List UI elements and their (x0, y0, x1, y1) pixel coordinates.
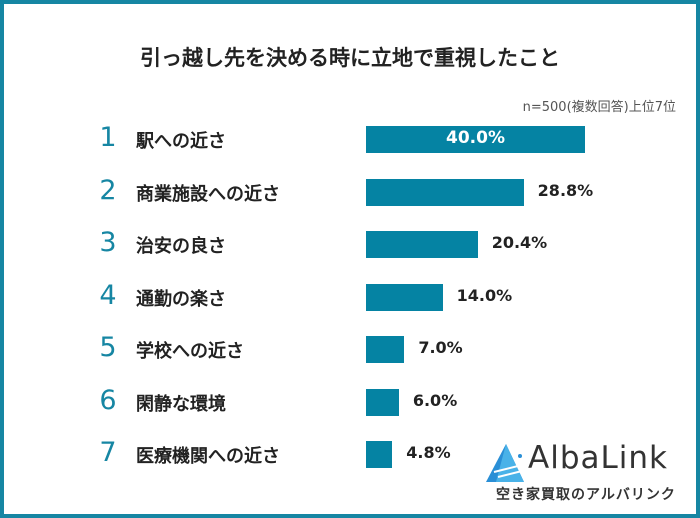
category-label: 駅への近さ (136, 131, 226, 152)
value-label: 28.8% (537, 180, 594, 200)
bar (366, 231, 478, 258)
category-label: 通勤の楽さ (136, 288, 226, 310)
rank-number: 1 (99, 122, 117, 153)
value-label: 4.8% (406, 443, 451, 462)
rank-number: 6 (99, 384, 117, 416)
logo-name: AlbaLink (528, 440, 668, 476)
bar (366, 126, 585, 153)
bar (366, 336, 405, 363)
bar (366, 178, 524, 206)
category-label: 医療機関への近さ (136, 446, 280, 467)
value-label: 40.0% (446, 128, 505, 148)
category-label: 閑静な環境 (136, 393, 226, 415)
value-label: 14.0% (456, 285, 513, 305)
logo-tagline: 空き家買取のアルバリンク (496, 487, 676, 503)
value-label: 7.0% (418, 338, 463, 357)
rank-number: 5 (99, 332, 117, 363)
value-label: 6.0% (412, 390, 458, 410)
rank-number: 3 (99, 227, 117, 258)
category-label: 商業施設への近さ (136, 183, 280, 205)
bar (366, 441, 393, 468)
category-label: 学校への近さ (136, 341, 244, 362)
bar (366, 388, 399, 416)
rank-number: 4 (99, 279, 117, 311)
rank-number: 7 (99, 437, 117, 468)
rank-number: 2 (99, 174, 117, 206)
value-label: 20.4% (491, 233, 548, 252)
sample-note: n=500(複数回答)上位7位 (522, 100, 676, 115)
category-label: 治安の良さ (136, 236, 226, 257)
bar (366, 283, 443, 311)
chart-title: 引っ越し先を決める時に立地で重視したこと (140, 46, 560, 70)
logo-triangle-icon (486, 444, 527, 482)
